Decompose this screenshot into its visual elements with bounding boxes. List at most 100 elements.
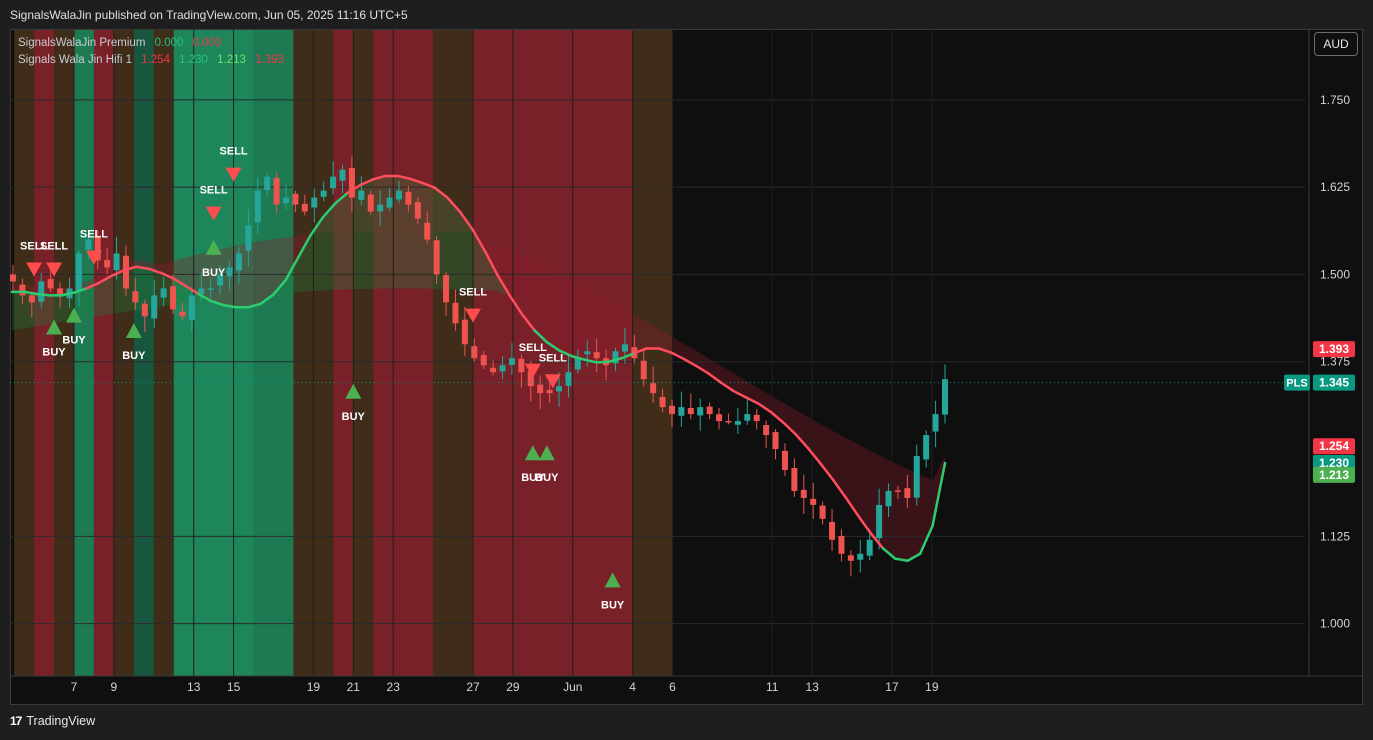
buy-arrow-icon — [66, 307, 82, 323]
buy-label: BUY — [601, 599, 625, 611]
candle-body — [537, 384, 544, 394]
candle-body — [593, 352, 600, 359]
trend-line-segment — [247, 302, 263, 309]
candle-body — [85, 239, 92, 250]
trend-line-segment — [732, 389, 748, 399]
candle-body — [480, 355, 487, 366]
candle-body — [179, 311, 186, 317]
buy-label: BUY — [521, 472, 545, 484]
candle-body — [734, 421, 741, 425]
trend-line-segment — [558, 349, 574, 358]
symbol-tag-label: PLS — [1286, 378, 1307, 390]
trend-line-segment — [582, 358, 598, 364]
signal-zone — [93, 30, 114, 676]
legend-row-premium: SignalsWalaJin Premium 0.000 0.000 — [18, 35, 290, 52]
candle-body — [744, 414, 751, 421]
buy-label: BUY — [122, 350, 146, 362]
trend-line-segment — [694, 364, 710, 375]
candle-body — [264, 176, 271, 191]
candle-body — [113, 253, 120, 271]
trend-line-segment — [670, 351, 686, 361]
candle-body — [650, 383, 657, 394]
candle-body — [913, 456, 920, 498]
sell-label: SELL — [519, 342, 547, 354]
candle-body — [57, 288, 64, 296]
x-tick-label: 19 — [925, 680, 939, 694]
trend-line-segment — [97, 274, 113, 285]
lower-cloud — [12, 175, 945, 561]
candle-body — [810, 498, 817, 505]
trend-line-segment — [719, 381, 735, 393]
signal-zone — [632, 30, 673, 676]
trend-line-segment — [918, 524, 934, 556]
candle-body — [141, 303, 148, 317]
candle-body — [894, 490, 901, 492]
buy-arrow-icon — [205, 239, 222, 255]
buy-label: BUY — [42, 347, 66, 359]
currency-button[interactable]: AUD — [1314, 32, 1358, 56]
brand-label: TradingView — [26, 714, 96, 728]
candle-body — [377, 204, 384, 212]
trend-line-segment — [657, 347, 673, 354]
candle-body — [490, 367, 497, 373]
trend-line-segment — [533, 329, 549, 344]
trend-line-segment — [321, 201, 337, 219]
candle-body — [772, 432, 779, 450]
candle-body — [170, 286, 177, 310]
candle-body — [395, 190, 402, 200]
x-tick-label: 15 — [227, 680, 241, 694]
candle-body — [424, 222, 431, 240]
trend-line-segment — [570, 354, 586, 361]
trend-line-segment — [85, 281, 101, 290]
candle-body — [433, 240, 440, 275]
sell-arrow-icon — [26, 262, 43, 277]
candle-body — [857, 553, 864, 560]
x-tick-label: Jun — [563, 680, 582, 694]
candle-body — [781, 450, 788, 470]
candle-body — [527, 370, 534, 387]
candle-body — [339, 169, 346, 181]
candle-body — [292, 193, 299, 205]
candle-body — [367, 194, 374, 212]
x-tick-label: 11 — [766, 680, 779, 694]
trend-line-segment — [60, 291, 76, 297]
candle-body — [640, 360, 647, 380]
candle-body — [348, 168, 355, 198]
trend-line-segment — [184, 285, 200, 296]
sell-arrow-icon — [465, 308, 481, 323]
candle-body — [245, 225, 252, 251]
trend-line — [10, 174, 947, 563]
x-tick-label: 17 — [885, 680, 899, 694]
candle-body — [725, 421, 732, 423]
x-tick-label: 9 — [111, 680, 118, 694]
trend-line-segment — [421, 181, 437, 190]
candle-body — [574, 358, 581, 370]
trend-line-segment — [408, 177, 424, 185]
signal-zone — [74, 30, 94, 676]
signal-zone — [133, 30, 154, 676]
candle-body — [706, 406, 713, 415]
candle-body — [330, 176, 337, 189]
signal-zone — [34, 30, 55, 676]
candle-body — [38, 281, 45, 302]
price-tag-label: 1.345 — [1319, 376, 1349, 390]
trend-line-segment — [122, 265, 138, 272]
trend-line-segment — [284, 256, 300, 282]
candle-body — [829, 521, 836, 540]
trend-line-segment — [197, 292, 213, 303]
trend-line-segment — [334, 191, 350, 205]
publish-info: SignalsWalaJin published on TradingView.… — [10, 8, 408, 22]
sell-label: SELL — [539, 352, 567, 364]
x-tick-label: 7 — [71, 680, 78, 694]
trend-line-segment — [508, 294, 524, 316]
legend-row-hifi: Signals Wala Jin Hifi 1 1.254 1.230 1.21… — [18, 52, 290, 69]
upper-cloud — [12, 175, 945, 561]
y-tick-label: 1.625 — [1320, 180, 1350, 194]
candle-body — [499, 365, 506, 372]
candle-body — [207, 288, 214, 290]
sell-arrow-icon — [85, 250, 102, 265]
trend-line-segment — [844, 495, 860, 517]
candle-body — [668, 405, 675, 415]
